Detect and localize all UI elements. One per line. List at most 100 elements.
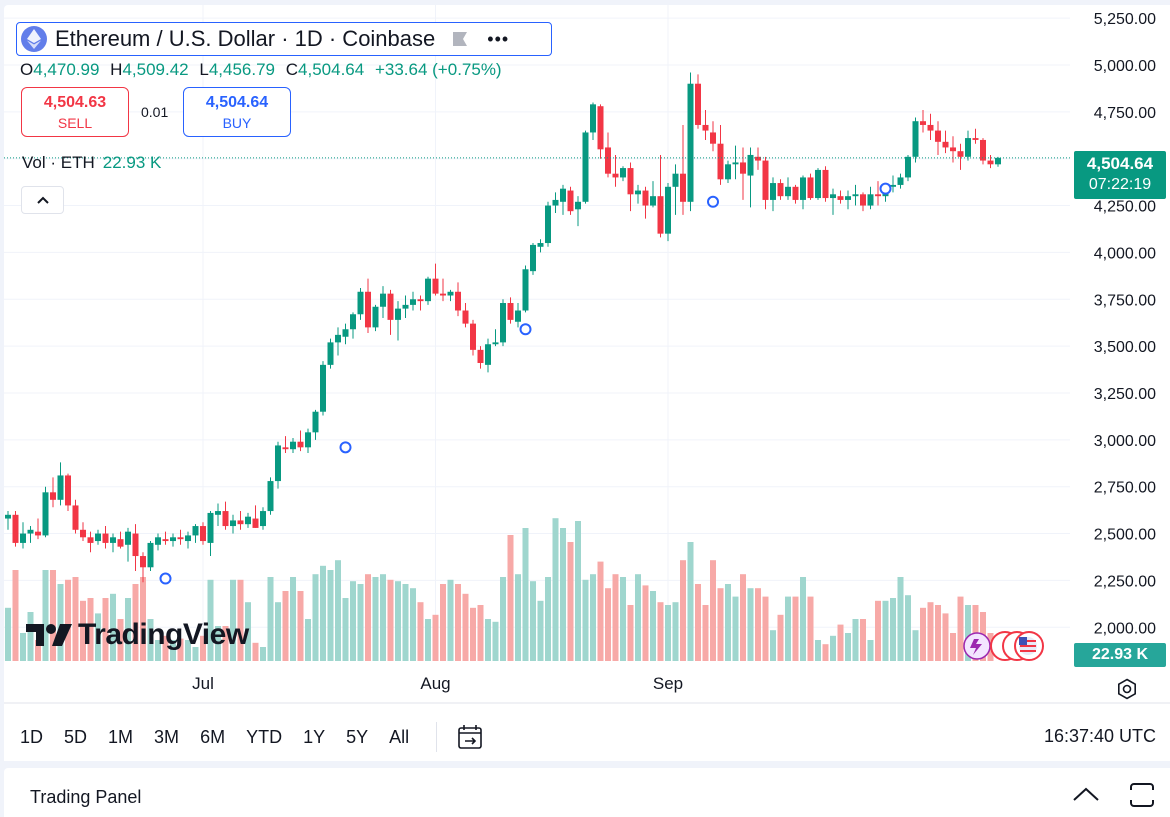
utc-clock[interactable]: 16:37:40 UTC [1043,726,1156,746]
volume-bar [860,619,866,661]
candle [492,329,499,347]
candle [837,190,844,204]
volume-bar [927,602,934,661]
close-value: 4,504.64 [298,60,365,79]
volume-bar [155,640,161,661]
symbol-title[interactable]: Ethereum / U.S. Dollar · 1D · Coinbase [55,26,436,51]
event-marker[interactable] [707,195,719,208]
candle [792,184,799,204]
chevron-up-icon[interactable] [1071,781,1101,807]
sell-button[interactable]: 4,504.63 SELL [21,87,129,137]
maximize-panel-icon[interactable] [1128,782,1156,808]
timeframe-5d[interactable]: 5D [64,726,88,747]
candle [807,173,814,200]
candle [605,132,611,178]
candle-body [545,205,551,244]
volume-bar [695,584,701,661]
volume-bar [905,595,911,661]
event-icons[interactable] [963,631,1044,661]
volume-bar [485,619,491,661]
volume-bar [282,591,289,661]
candle [552,192,559,214]
timeframe-all[interactable]: All [389,726,410,747]
price-axis-label: 5,000.00 [1094,58,1156,75]
candle-body [252,518,259,528]
volume-legend[interactable]: Vol · ETH 22.93 K [22,153,161,173]
timeframe-1m[interactable]: 1M [108,726,134,747]
flag-icon[interactable] [451,30,469,48]
timeframe-3m[interactable]: 3M [154,726,180,747]
volume-bar [132,584,139,661]
candle [830,188,836,215]
volume-bar [777,614,784,661]
candle [522,265,529,313]
candle [312,409,319,440]
candle [477,346,484,369]
candle [500,299,506,347]
timeframe-1d[interactable]: 1D [20,726,44,747]
volume-bar [822,644,829,661]
candle [567,186,574,215]
trading-panel-title[interactable]: Trading Panel [30,787,142,807]
symbol-header[interactable]: Ethereum / U.S. Dollar · 1D · Coinbase •… [16,22,552,56]
candle [237,511,244,530]
candle [72,499,79,534]
candle-body [507,303,514,320]
candle [432,263,439,296]
timeframe-ytd[interactable]: YTD [246,726,283,747]
candle [762,156,769,210]
tradingview-logo[interactable]: TradingView [26,618,249,652]
price-axis-label: 2,750.00 [1094,480,1156,497]
chevron-up-icon [36,196,49,204]
event-marker[interactable] [339,441,352,454]
candle-body [890,184,896,187]
candle [717,124,724,185]
chart-canvas[interactable]: 5,250.005,000.004,750.004,500.004,250.00… [4,5,1170,705]
volume-bar [747,588,754,661]
buy-label: BUY [222,115,252,131]
candle [132,524,139,572]
candle [447,289,454,302]
buy-button[interactable]: 4,504.64 BUY [183,87,291,137]
candle [42,486,49,538]
candle [395,301,401,341]
candle [635,184,641,204]
candle-body [102,533,109,543]
go-to-date-icon[interactable] [455,722,485,752]
candle [755,147,761,170]
candle-body [717,143,724,180]
candle-body [605,147,611,174]
volume-bar [515,574,521,661]
volume-bar [492,621,499,661]
event-marker[interactable] [879,182,892,195]
candle-body [485,344,491,365]
candle [897,173,904,189]
timeframe-5y[interactable]: 5Y [346,726,369,747]
candle-body [995,157,1001,165]
candle-body [87,537,94,543]
candle [350,312,356,339]
volume-bar [612,574,619,661]
candle-body [237,520,244,525]
candle [597,104,604,159]
volume-bar [522,528,529,661]
volume-bar [800,577,806,661]
candle-body [492,342,499,345]
candle-body [672,173,679,187]
settings-gear-icon[interactable] [1115,677,1139,701]
candle [410,291,416,311]
event-marker[interactable] [519,323,532,336]
timeframe-6m[interactable]: 6M [200,726,226,747]
more-options-icon[interactable]: ••• [487,28,510,49]
candle-body [800,177,806,200]
collapse-legend-button[interactable] [21,186,64,214]
candle [852,184,859,206]
event-marker[interactable] [159,572,172,585]
candle-body [650,196,656,206]
candle [147,541,154,572]
candle [297,430,304,452]
candle [5,511,11,530]
timeframe-1y[interactable]: 1Y [303,726,326,747]
candle-body [807,177,814,199]
price-axis-label: 4,750.00 [1094,105,1156,122]
